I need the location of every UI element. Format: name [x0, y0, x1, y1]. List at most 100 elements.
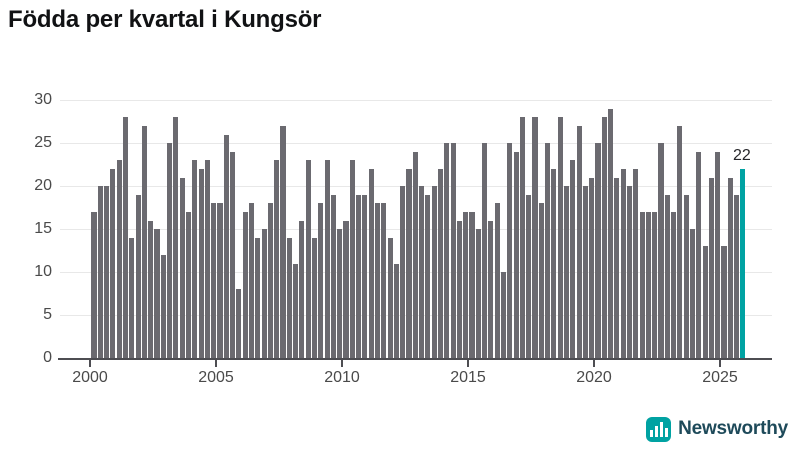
- bar: [608, 108, 614, 358]
- bar: [135, 194, 141, 358]
- bar: [488, 220, 494, 358]
- bar: [299, 220, 305, 358]
- y-axis-label: 10: [34, 263, 52, 281]
- chart-title: Födda per kvartal i Kungsör: [8, 6, 322, 33]
- bar: [507, 143, 513, 358]
- y-axis-label: 25: [34, 134, 52, 152]
- bar: [141, 126, 147, 358]
- bar: [664, 194, 670, 358]
- bar: [305, 160, 311, 358]
- bar: [236, 289, 242, 358]
- bar: [242, 211, 248, 358]
- x-axis-label: 2005: [198, 369, 234, 386]
- bar: [689, 229, 696, 358]
- bar: [576, 126, 582, 358]
- bar: [538, 203, 544, 358]
- x-tick-mark: [467, 360, 469, 367]
- bar: [393, 263, 399, 358]
- y-axis-label: 0: [43, 349, 52, 366]
- bar: [198, 169, 204, 358]
- bar: [217, 203, 223, 358]
- bar: [381, 203, 387, 358]
- bar: [683, 194, 689, 358]
- bar: [450, 143, 456, 358]
- bar: [570, 160, 576, 358]
- bar: [475, 229, 481, 358]
- bar: [671, 211, 677, 358]
- bar: [173, 117, 179, 358]
- bar: [148, 220, 154, 358]
- bar: [223, 134, 229, 358]
- bar: [652, 211, 658, 358]
- bar: [715, 151, 721, 358]
- bar: [129, 237, 135, 358]
- bar: [639, 211, 645, 358]
- bar-chart-icon: [646, 416, 672, 442]
- bar: [400, 186, 406, 358]
- bar: [122, 117, 129, 358]
- bar: [97, 186, 103, 358]
- bar: [500, 272, 507, 358]
- bar: [280, 126, 286, 358]
- bar: [734, 194, 740, 358]
- bar: [658, 143, 664, 358]
- x-axis-label: 2010: [324, 369, 360, 386]
- bar: [248, 203, 255, 358]
- bar: [626, 186, 633, 358]
- bar: [425, 194, 431, 358]
- x-tick-mark: [719, 360, 721, 367]
- x-axis-label: 2015: [450, 369, 486, 386]
- bar: [677, 126, 683, 358]
- latest-value-label: 22: [732, 147, 751, 165]
- bar: [255, 237, 261, 358]
- bar: [727, 177, 733, 358]
- x-axis-label: 2000: [72, 369, 108, 386]
- gridline: [60, 99, 772, 101]
- bar: [708, 177, 714, 358]
- bar: [318, 203, 324, 358]
- bar: [696, 151, 702, 358]
- bar: [431, 186, 437, 358]
- bar: [406, 169, 412, 358]
- bar: [374, 203, 381, 358]
- bar: [337, 229, 343, 358]
- bar: [601, 117, 607, 358]
- bar: [104, 186, 110, 358]
- bar: [91, 211, 97, 358]
- bar: [387, 237, 393, 358]
- y-axis-label: 20: [34, 177, 52, 195]
- x-tick-mark: [89, 360, 91, 367]
- bar: [582, 186, 588, 358]
- bar: [595, 143, 601, 358]
- bar: [349, 160, 355, 358]
- y-axis-label: 5: [43, 306, 52, 324]
- x-axis-label: 2025: [702, 369, 738, 386]
- bar: [192, 160, 198, 358]
- bar: [179, 177, 185, 358]
- bar: [721, 246, 727, 358]
- bar: [204, 160, 210, 358]
- y-axis-label: 15: [34, 220, 52, 238]
- bar: [211, 203, 217, 358]
- bar: [545, 143, 551, 358]
- bar: [456, 220, 462, 358]
- bar: [160, 254, 166, 358]
- bar: [614, 177, 620, 358]
- newsworthy-logo-text: Newsworthy: [678, 418, 788, 439]
- bar: [267, 203, 273, 358]
- bar: [494, 203, 500, 358]
- newsworthy-logo: Newsworthy: [646, 415, 788, 443]
- x-axis-line: [58, 358, 772, 360]
- bar: [532, 117, 538, 358]
- bar: [513, 151, 519, 358]
- bar: [330, 194, 336, 358]
- bar: [419, 186, 425, 358]
- bar: [185, 211, 192, 358]
- bar: [645, 211, 651, 358]
- bar: [437, 169, 444, 358]
- x-tick-mark: [593, 360, 595, 367]
- bar: [633, 169, 639, 358]
- bar: [116, 160, 122, 358]
